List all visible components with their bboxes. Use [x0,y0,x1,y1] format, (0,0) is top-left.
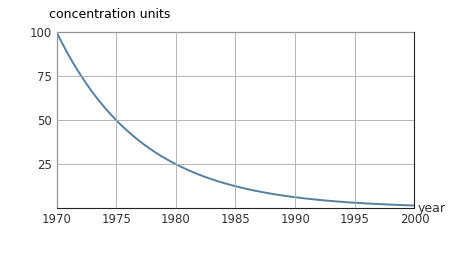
Y-axis label: concentration units: concentration units [49,9,171,21]
Text: year: year [418,202,446,215]
